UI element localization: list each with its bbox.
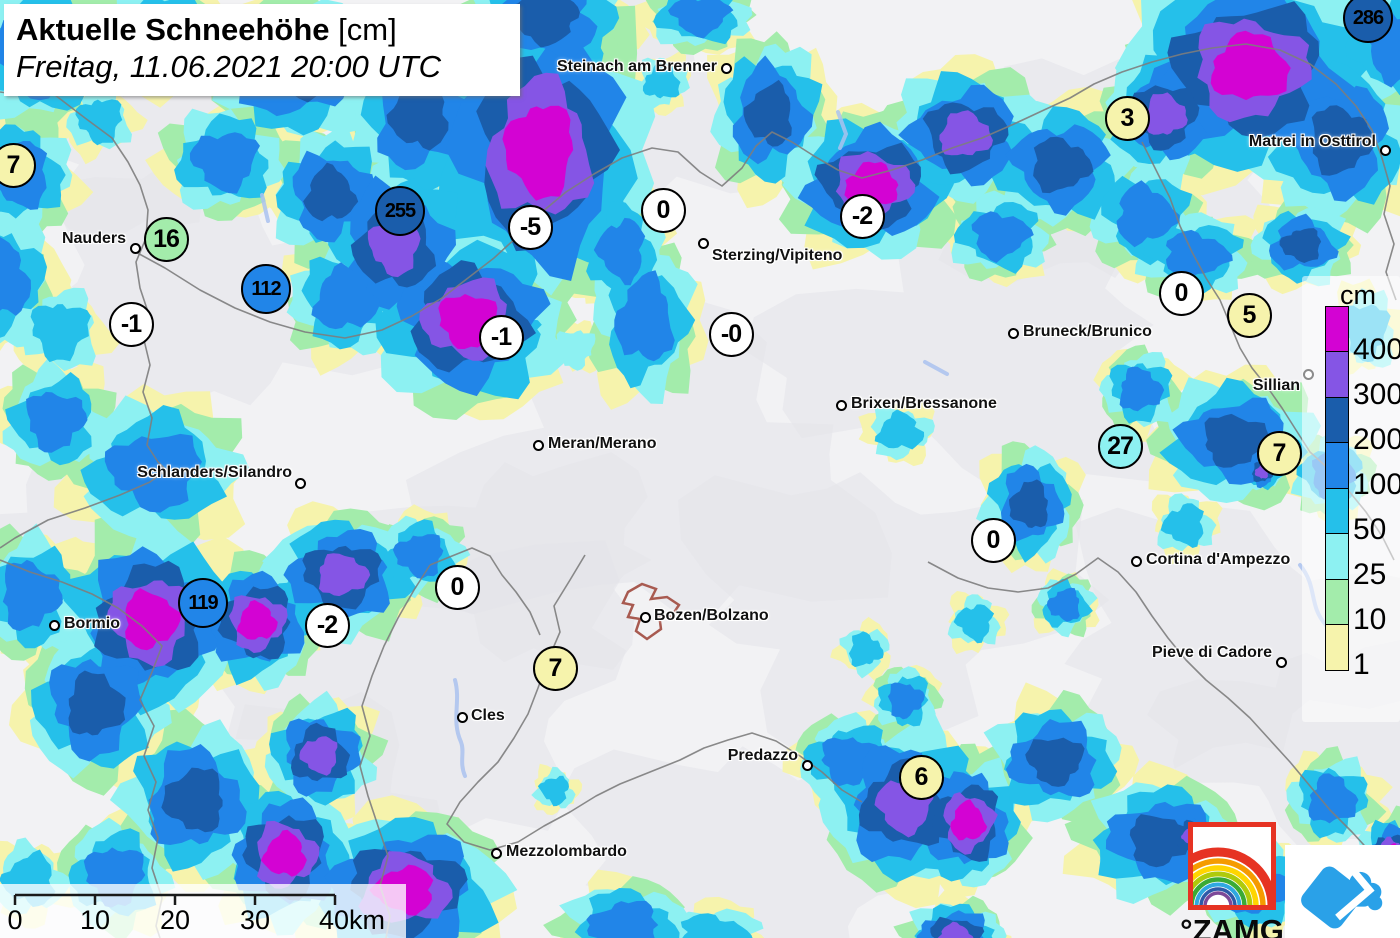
bozen-city-boundary [621,582,681,641]
station-value-marker: 7 [0,142,36,188]
map-title-unit: [cm] [329,12,397,47]
distance-scale-bar: 0 10 20 30 40km [0,884,406,938]
town-dot [1379,144,1391,156]
legend-band-magenta [1325,305,1349,353]
station-value-marker: 0 [640,187,686,233]
town-label: Cortina d'Ampezzo [1146,551,1291,568]
town-dot [697,237,709,249]
town-label: Bormio [64,615,120,632]
town-label: Bozen/Bolzano [654,607,769,624]
title-box: Aktuelle Schneehöhe [cm] Freitag, 11.06.… [4,4,520,97]
station-value-marker: 7 [1256,430,1302,476]
snow-depth-legend: cm 400 300 200 100 50 25 10 1 [1302,276,1400,722]
scale-ruler [13,893,337,905]
town-dot [1007,327,1019,339]
station-value-marker: 255 [375,186,425,236]
station-value-marker: 5 [1226,292,1272,338]
station-value-marker: -0 [708,311,754,357]
station-value-marker: -5 [507,204,553,250]
legend-level-label: 100 [1353,467,1400,501]
town-dot [532,439,544,451]
town-label: Matrei in Osttirol [1248,133,1376,150]
town-dot [639,611,651,623]
legend-unit-label: cm [1340,280,1376,310]
legend-band-yellow [1325,624,1349,671]
legend-band-darkblue [1325,396,1349,444]
station-value-marker: 0 [970,517,1016,563]
town-label: Steinach am Brenner [556,58,717,75]
town-label: Meran/Merano [548,435,657,452]
blue-logo-panel [1285,845,1400,938]
town-label: Cles [471,707,505,724]
map-datetime: Freitag, 11.06.2021 20:00 UTC [16,48,442,84]
legend-level-label: 10 [1353,602,1387,636]
station-value-marker: 0 [434,564,480,610]
map-title: Aktuelle Schneehöhe [cm] [16,12,508,48]
legend-band-blue [1325,442,1349,489]
legend-level-label: 300 [1353,377,1400,411]
town-dot [720,62,732,74]
town-label: Pieve di Cadore [1151,644,1272,661]
town-dot [294,477,306,489]
legend-level-label: 400 [1353,332,1400,366]
station-value-marker: 27 [1097,423,1143,469]
legend-level-label: 50 [1353,512,1387,546]
legend-band-purple [1325,351,1349,398]
town-label: Nauders [61,230,126,247]
map-title-text: Aktuelle Schneehöhe [16,12,330,47]
town-label: Mezzolombardo [506,843,627,860]
station-value-marker: 0 [1158,270,1204,316]
town-dot [1275,656,1287,668]
town-label: Sillian [1252,377,1300,394]
scale-label: 20 [159,905,191,935]
town-dot [456,711,468,723]
scale-label: 10 [79,905,111,935]
station-value-marker: 7 [532,645,578,691]
town-dot [129,242,141,254]
station-value-marker: 119 [178,578,228,628]
legend-band-lightcyan [1325,533,1349,580]
legend-color-bar [1325,305,1349,671]
station-value-marker: -1 [478,314,524,360]
blue-mountain-logo-icon [1300,854,1382,928]
town-dot [1130,555,1142,567]
station-value-marker: 286 [1343,0,1393,43]
town-label: Schlanders/Silandro [137,464,292,481]
station-value-marker: 112 [241,264,291,314]
station-value-marker: 16 [143,216,189,262]
scale-label: 40km [318,905,386,935]
legend-band-green [1325,578,1349,626]
legend-level-label: 1 [1353,647,1370,681]
town-label: Sterzing/Vipiteno [712,247,843,264]
zamg-logo: °ZAMG [1178,822,1286,938]
station-value-marker: 6 [898,754,944,800]
town-dot [835,399,847,411]
zamg-wordmark: °ZAMG [1180,913,1284,938]
town-dot [801,759,813,771]
town-dot [490,847,502,859]
station-value-marker: -1 [108,301,154,347]
town-dot [48,619,60,631]
town-label: Bruneck/Brunico [1023,323,1152,340]
station-value-marker: -2 [839,193,885,239]
scale-label: 0 [7,905,23,935]
zamg-rainbow-icon [1188,822,1276,910]
station-value-marker: 3 [1104,95,1150,141]
legend-level-label: 25 [1353,557,1387,591]
legend-band-cyan [1325,487,1349,535]
town-label: Predazzo [727,747,798,764]
legend-level-label: 200 [1353,422,1400,456]
town-label: Brixen/Bressanone [851,395,997,412]
scale-label: 30 [239,905,271,935]
station-value-marker: -2 [304,602,350,648]
